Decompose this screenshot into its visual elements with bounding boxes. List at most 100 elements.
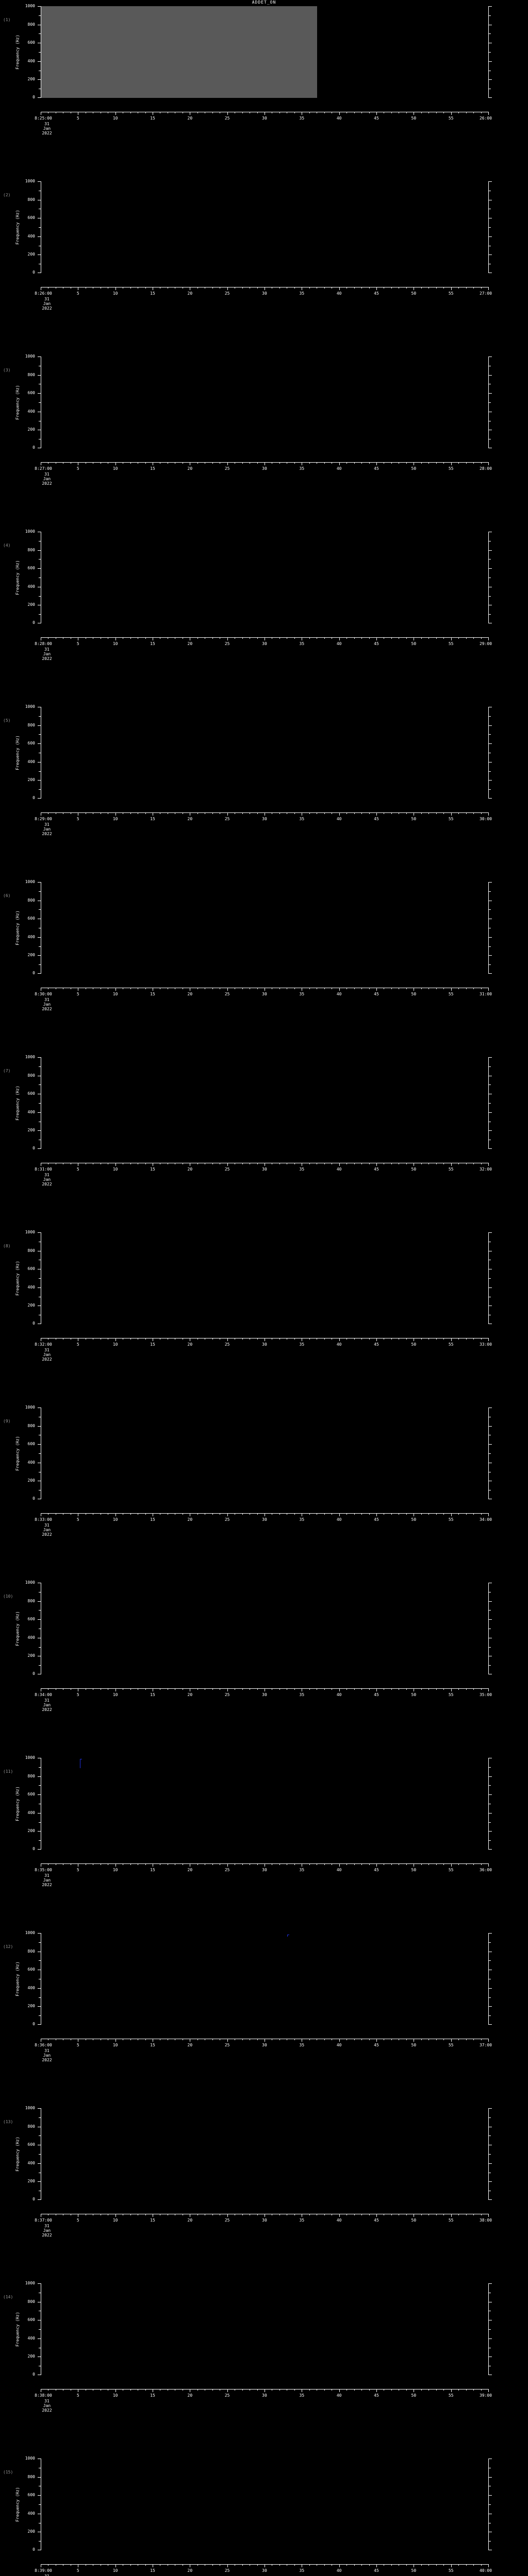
plot-area[interactable]	[41, 181, 488, 273]
y-axis-tick-right	[489, 1831, 492, 1832]
y-axis-minor-tick	[39, 2015, 41, 2016]
x-axis-minor-tick	[346, 812, 348, 814]
x-axis-tick-labels: 8:33:00 5 10 15 20 25 30 35 40 45 50 55 34:00	[0, 1518, 528, 1523]
y-axis: 0 200 400 600 800 1000	[0, 704, 41, 800]
plot-area[interactable]	[41, 532, 488, 623]
x-axis-tick-label: 40	[336, 1692, 342, 1697]
x-axis-minor-tick	[466, 462, 467, 464]
plot-area[interactable]	[41, 1583, 488, 1674]
y-axis-minor-tick-right	[489, 559, 491, 560]
y-axis-tick	[38, 1148, 41, 1149]
date-line: Jan	[43, 1703, 51, 1707]
x-axis-minor-tick	[391, 2564, 392, 2566]
x-axis-end-label: 40:00	[479, 2568, 492, 2573]
y-axis-tick-label: 600	[27, 1617, 35, 1622]
y-axis-tick-label: 200	[27, 602, 35, 607]
y-axis: 0 200 400 600 800 1000	[0, 529, 41, 625]
y-axis-tick-label: 800	[27, 2124, 35, 2129]
x-axis-tick-label: 45	[374, 641, 379, 646]
x-axis-major-tick	[451, 112, 452, 115]
x-axis-minor-tick	[361, 1863, 362, 1865]
plot-area[interactable]	[41, 1408, 488, 1499]
spectrogram-panel: 0 200 400 600 800 1000 Frequency (Hz) (1) 8:25:0…	[0, 4, 528, 136]
x-axis-minor-tick	[481, 1688, 482, 1690]
x-axis-major-tick	[488, 1863, 489, 1867]
plot-area[interactable]	[41, 882, 488, 974]
date-line: Jan	[43, 2228, 51, 2233]
x-axis-minor-tick	[197, 2564, 198, 2566]
y-axis-tick-label: 1000	[25, 879, 35, 884]
x-axis-tick-label: 50	[411, 2043, 417, 2047]
y-axis-tick-label: 800	[27, 1948, 35, 1954]
x-axis-minor-tick	[436, 1163, 437, 1164]
x-axis-tick-label: 25	[224, 1342, 230, 1347]
x-axis-minor-tick	[257, 637, 258, 639]
x-axis-minor-tick	[406, 2564, 407, 2566]
y-axis-tick-label: 800	[27, 897, 35, 903]
plot-area[interactable]	[41, 2283, 488, 2375]
x-axis-minor-tick	[346, 462, 348, 464]
y-axis-tick-label: 1000	[25, 2106, 35, 2110]
plot-area[interactable]	[41, 1758, 488, 1850]
x-axis-minor-tick	[436, 1513, 437, 1515]
x-axis-minor-tick	[324, 637, 325, 639]
y-axis-tick	[38, 1112, 41, 1113]
y-axis-tick-label: 1000	[25, 529, 35, 534]
x-axis-minor-tick	[361, 988, 362, 989]
x-axis-minor-tick	[391, 1513, 392, 1515]
y-axis-tick-right	[489, 2199, 492, 2200]
x-axis-minor-tick	[212, 1163, 213, 1164]
x-axis-tick-label: 35	[299, 1167, 305, 1172]
plot-area[interactable]	[41, 1933, 488, 2025]
y-axis-minor-tick	[39, 1767, 41, 1768]
y-axis-minor-tick	[39, 2329, 41, 2330]
y-axis-tick-label: 200	[27, 77, 35, 82]
plot-area[interactable]	[41, 707, 488, 799]
y-axis-tick-label: 400	[27, 1109, 35, 1114]
x-axis-tick-label: 50	[411, 1167, 417, 1172]
x-axis-minor-tick	[242, 1513, 243, 1515]
x-axis-tick-label: 45	[374, 291, 379, 296]
x-axis-minor-tick	[324, 1163, 325, 1164]
y-axis-title: Frequency (Hz)	[15, 1961, 20, 1996]
y-axis-tick	[38, 882, 41, 883]
y-axis-tick-right	[489, 937, 492, 938]
y-axis-minor-tick	[39, 52, 41, 53]
x-axis-tick-label: 30	[262, 2393, 267, 2398]
plot-area[interactable]	[41, 357, 488, 448]
x-axis-minor-tick	[473, 2389, 474, 2391]
plot-area[interactable]	[41, 2108, 488, 2200]
y-axis-tick-label: 1000	[25, 704, 35, 709]
x-axis-tick-label: 25	[224, 2043, 230, 2047]
x-axis-tick-label: 15	[150, 641, 155, 646]
x-axis-major-tick	[488, 1688, 489, 1691]
x-axis-tick-label: 25	[224, 466, 230, 471]
plot-area[interactable]	[41, 1232, 488, 1324]
plot-area[interactable]	[41, 2459, 488, 2550]
x-axis-major-tick	[376, 988, 377, 991]
x-axis-major-tick	[451, 1338, 452, 1341]
x-axis-minor-tick	[324, 1338, 325, 1340]
panel-index-label: (13)	[3, 2120, 13, 2124]
y-axis-tick-right	[489, 1849, 492, 1850]
y-axis-tick-right	[489, 1112, 492, 1113]
x-axis-minor-tick	[369, 112, 370, 113]
x-axis-minor-tick	[242, 637, 243, 639]
y-axis-minor-tick-right	[489, 716, 491, 717]
x-axis-end-label: 34:00	[479, 1517, 492, 1522]
y-axis-tick-right	[489, 2006, 492, 2007]
y-axis-tick	[38, 1287, 41, 1288]
x-axis-minor-tick	[406, 1513, 407, 1515]
x-axis-tick-label: 50	[411, 2568, 417, 2573]
x-axis-major-tick	[227, 1513, 228, 1516]
y-axis-tick-right	[489, 61, 492, 62]
plot-area[interactable]	[41, 1057, 488, 1149]
date-line: Jan	[43, 1352, 51, 1357]
plot-area[interactable]	[41, 6, 488, 98]
x-axis-minor-tick	[354, 2564, 355, 2566]
x-axis-major-tick	[376, 1688, 377, 1691]
date-line: Jan	[43, 301, 51, 306]
x-axis-minor-tick	[197, 462, 198, 464]
panel-index-label: (12)	[3, 1944, 13, 1949]
